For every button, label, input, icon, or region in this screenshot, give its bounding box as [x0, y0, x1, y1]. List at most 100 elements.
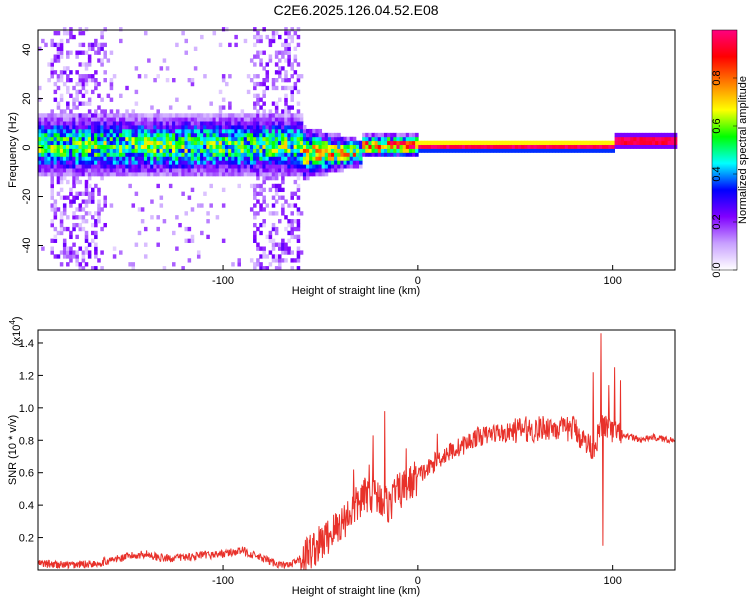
- spectrogram-cell: [256, 246, 260, 251]
- spectrogram-cell: [262, 219, 266, 224]
- spectrogram-cell: [172, 132, 176, 138]
- spectrogram-cell: [119, 144, 123, 149]
- spectrogram-cell: [284, 70, 288, 75]
- spectrogram-cell: [94, 128, 98, 134]
- spectrogram-cell: [412, 136, 416, 142]
- spectrogram-cell: [268, 156, 273, 161]
- spectrogram-cell: [56, 172, 61, 177]
- spectrogram-cell: [78, 42, 83, 48]
- spectrogram-cell: [240, 109, 245, 114]
- spectrogram-cell: [259, 156, 263, 161]
- spectrogram-cell: [221, 172, 226, 177]
- spectrogram-cell: [577, 140, 581, 146]
- spectrogram-cell: [318, 136, 323, 142]
- spectrogram-cell: [94, 234, 98, 240]
- spectrogram-cell: [327, 160, 332, 165]
- spectrogram-cell: [209, 152, 213, 157]
- spectrogram-cell: [586, 144, 591, 149]
- spectrogram-cell: [137, 230, 142, 236]
- spectrogram-cell: [38, 148, 42, 153]
- spectrogram-cell: [296, 113, 301, 118]
- spectrogram-cell: [41, 132, 45, 138]
- spectrogram-cell: [193, 46, 198, 51]
- spectrogram-cell: [94, 160, 98, 165]
- spectrogram-cell: [383, 136, 388, 142]
- spectrogram-cell: [66, 78, 70, 83]
- spectrogram-cell: [75, 136, 79, 142]
- spectrogram-cell: [196, 254, 201, 259]
- spectrogram-cell: [97, 199, 101, 204]
- spectrogram-cell: [66, 132, 70, 138]
- spectrogram-cell: [147, 172, 151, 177]
- spectrogram-cell: [237, 136, 241, 142]
- spectrogram-cell: [81, 254, 86, 259]
- spectrogram-cell: [368, 144, 372, 149]
- spectrogram-cell: [128, 136, 132, 142]
- spectrogram-cell: [493, 140, 497, 146]
- spectrogram-cell: [293, 172, 298, 177]
- spectrogram-cell: [147, 168, 151, 173]
- spectrogram-cell: [200, 160, 204, 165]
- spectrogram-cell: [234, 125, 238, 130]
- spectrogram-cell: [75, 172, 79, 177]
- spectrogram-cell: [87, 211, 92, 216]
- spectrogram-cell: [259, 148, 263, 153]
- spectrogram-cell: [137, 128, 142, 134]
- spectrogram-cell: [115, 152, 120, 157]
- spectrogram-cell: [293, 203, 298, 208]
- spectrogram-cell: [90, 89, 95, 95]
- spectrogram-cell: [143, 128, 148, 134]
- spectrogram-cell: [225, 136, 229, 142]
- spectrogram-cell: [274, 168, 279, 173]
- spectrogram-cell: [648, 144, 653, 149]
- spectrogram-cell: [274, 140, 279, 146]
- spectrogram-cell: [75, 97, 79, 102]
- spectrogram-cell: [293, 46, 298, 51]
- spectrogram-cell: [225, 81, 229, 87]
- spectrogram-cell: [536, 148, 541, 153]
- spectrogram-cell: [237, 128, 241, 134]
- spectrogram-cell: [614, 144, 619, 149]
- spectrogram-cell: [524, 148, 528, 153]
- spectrogram-cell: [78, 89, 83, 95]
- spectrogram-cell: [246, 160, 251, 165]
- spectrogram-cell: [81, 258, 86, 263]
- spectrogram-cell: [81, 128, 86, 134]
- spectrogram-cell: [187, 117, 192, 122]
- spectrogram-cell: [125, 148, 129, 153]
- spectrogram-cell: [458, 140, 463, 146]
- spectrogram-cell: [81, 113, 86, 118]
- spectrogram-cell: [368, 136, 372, 142]
- spectrogram-cell: [627, 136, 631, 142]
- spectrogram-cell: [122, 152, 126, 157]
- spectrogram-cell: [658, 132, 662, 138]
- spectrogram-cell: [209, 164, 213, 169]
- spectrogram-cell: [140, 117, 145, 122]
- spectrogram-cell: [87, 62, 92, 67]
- spectrogram-cell: [106, 128, 111, 134]
- spectrogram-cell: [570, 140, 575, 146]
- spectrogram-cell: [56, 50, 61, 55]
- spectrogram-cell: [106, 168, 111, 173]
- spectrogram-cell: [256, 172, 260, 177]
- spectrogram-cell: [274, 121, 279, 126]
- spectrogram-cell: [122, 117, 126, 122]
- spectrogram-cell: [56, 168, 61, 173]
- spectrogram-cell: [140, 219, 145, 224]
- spectrogram-cell: [249, 207, 254, 212]
- spectrogram-cell: [240, 113, 245, 118]
- spectrogram-cell: [78, 132, 83, 138]
- spectrogram-cell: [312, 152, 316, 157]
- spectrogram-cell: [309, 144, 313, 149]
- spectrogram-cell: [296, 74, 301, 79]
- spectrogram-cell: [349, 152, 354, 157]
- spectrogram-cell: [168, 152, 173, 157]
- spectrogram-cell: [100, 140, 104, 146]
- spectrogram-cell: [281, 160, 285, 165]
- spectrogram-cell: [209, 172, 213, 177]
- spectrogram-cell: [119, 38, 123, 44]
- spectrogram-cell: [47, 168, 51, 173]
- spectrogram-cell: [38, 128, 42, 134]
- spectrogram-cell: [100, 128, 104, 134]
- spectrogram-cell: [41, 152, 45, 157]
